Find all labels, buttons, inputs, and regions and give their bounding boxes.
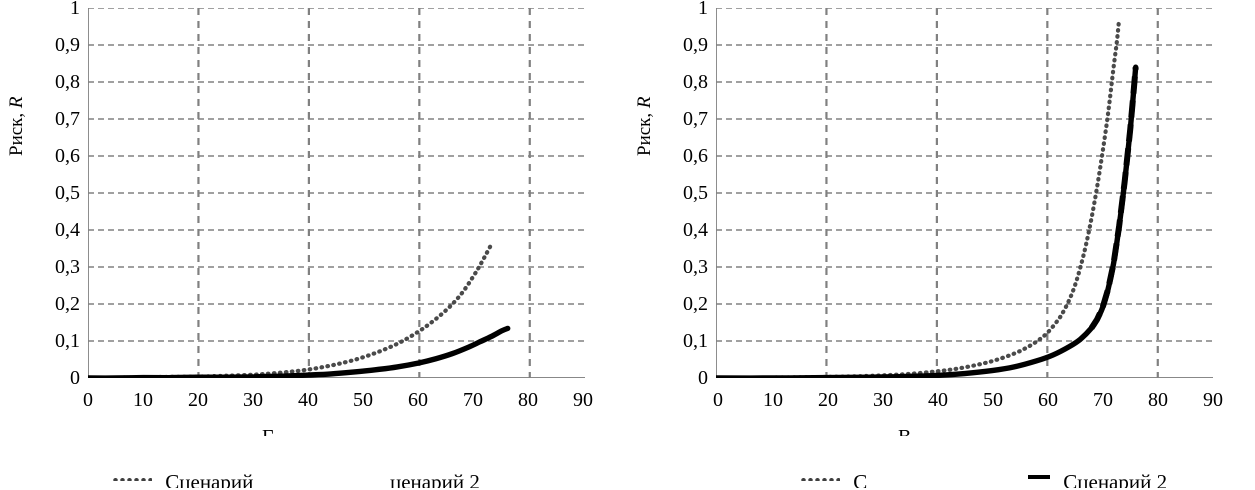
x-tick-label: 0 [83, 389, 93, 411]
y-tick-label: 0 [698, 367, 708, 389]
y-tick-label: 0,3 [55, 256, 80, 278]
x-tick-label: 40 [298, 389, 318, 411]
x-tick-label: 10 [763, 389, 783, 411]
x-tick-label: 90 [1203, 389, 1223, 411]
x-axis-title-left-ghost: г [388, 422, 393, 432]
x-tick-label: 10 [133, 389, 153, 411]
legend-solid-line-icon [1028, 475, 1050, 480]
legend-left: Сценарий ценарий 2 [0, 458, 627, 488]
y-tick-label: 0,8 [55, 71, 80, 93]
x-tick-label: 60 [1038, 389, 1058, 411]
y-tick-label: 0,5 [683, 182, 708, 204]
y-tick-label: 0,3 [683, 256, 708, 278]
chart-panel-left: Риск, R 1 0,9 0,8 0,7 0,6 0,5 0,4 0,3 0,… [0, 0, 627, 490]
y-tick-label: 0,1 [55, 330, 80, 352]
y-tick-label: 1 [70, 0, 80, 19]
x-tick-label: 30 [873, 389, 893, 411]
legend-item-scenario-1[interactable]: Сценарий [112, 458, 253, 488]
x-tick-label: 50 [353, 389, 373, 411]
y-tick-label: 0,2 [55, 293, 80, 315]
y-tick-label: 0,1 [683, 330, 708, 352]
legend-item-scenario-2[interactable]: ценарий 2 [390, 458, 480, 488]
legend-dotted-line-icon [800, 475, 840, 482]
x-tick-label: 80 [518, 389, 538, 411]
x-tick-label: 80 [1148, 389, 1168, 411]
y-tick-label: 0,4 [55, 219, 80, 241]
y-tick-label: 0,7 [683, 108, 708, 130]
x-tick-label: 70 [1093, 389, 1113, 411]
y-tick-label: 0,6 [683, 145, 708, 167]
y-tick-label: 0 [70, 367, 80, 389]
y-tick-label: 1 [698, 0, 708, 19]
x-tick-label: 60 [408, 389, 428, 411]
legend-label: ценарий 2 [390, 470, 480, 488]
x-tick-label: 70 [463, 389, 483, 411]
y-tick-label: 0,4 [683, 219, 708, 241]
x-tick-label: 20 [818, 389, 838, 411]
x-tick-label: 20 [188, 389, 208, 411]
y-tick-label: 0,7 [55, 108, 80, 130]
x-tick-label: 90 [573, 389, 593, 411]
chart-panel-right: Риск, R 1 0,9 0,8 0,7 0,6 0,5 0,4 0,3 0,… [628, 0, 1255, 490]
y-tick-label: 0,2 [683, 293, 708, 315]
legend-right: С Сценарий 2 [628, 458, 1255, 488]
x-axis-title-left: Г [262, 420, 274, 436]
legend-label: Сценарий [165, 470, 254, 488]
x-axis-title-right-ghost: г [1023, 422, 1028, 432]
legend-label: С [853, 470, 868, 488]
x-tick-label: 0 [713, 389, 723, 411]
x-tick-label: 30 [243, 389, 263, 411]
y-tick-label: 0,9 [55, 34, 80, 56]
y-axis-title-right: Риск, R [634, 96, 655, 156]
legend-dotted-line-icon [112, 475, 152, 482]
plot-area-right [716, 8, 1213, 378]
y-tick-label: 0,6 [55, 145, 80, 167]
y-tick-label: 0,9 [683, 34, 708, 56]
x-tick-label: 50 [983, 389, 1003, 411]
y-tick-label: 0,5 [55, 182, 80, 204]
y-tick-label: 0,8 [683, 71, 708, 93]
x-axis-title-right: В [898, 420, 911, 436]
plot-area-left [88, 8, 585, 378]
legend-item-scenario-2[interactable]: Сценарий 2 [1028, 458, 1167, 488]
y-axis-title-left: Риск, R [6, 96, 27, 156]
legend-item-scenario-1[interactable]: С [800, 458, 867, 488]
x-tick-label: 40 [928, 389, 948, 411]
legend-label: Сценарий 2 [1063, 470, 1168, 488]
